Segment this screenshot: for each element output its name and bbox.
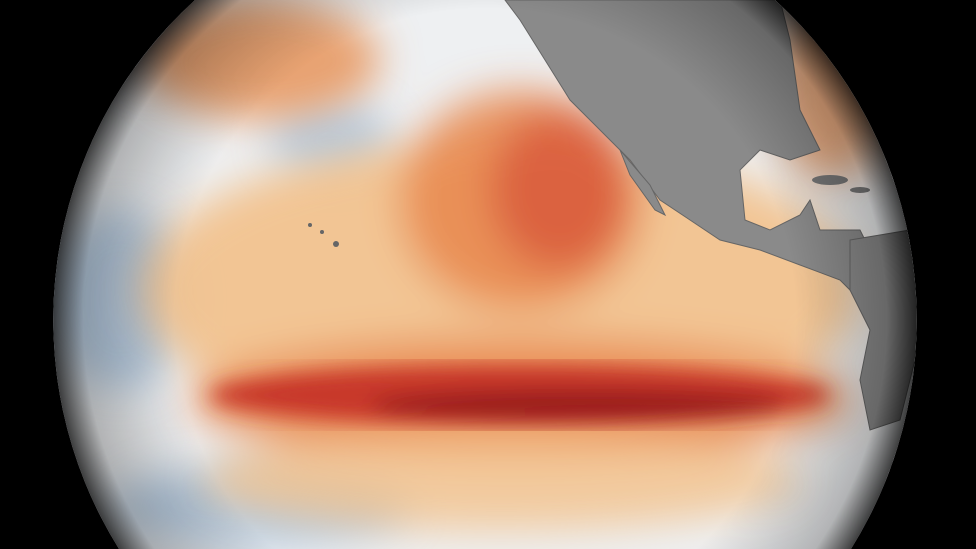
globe-scene [53,0,917,549]
globe-limb-shading [53,0,917,549]
globe [53,0,917,549]
